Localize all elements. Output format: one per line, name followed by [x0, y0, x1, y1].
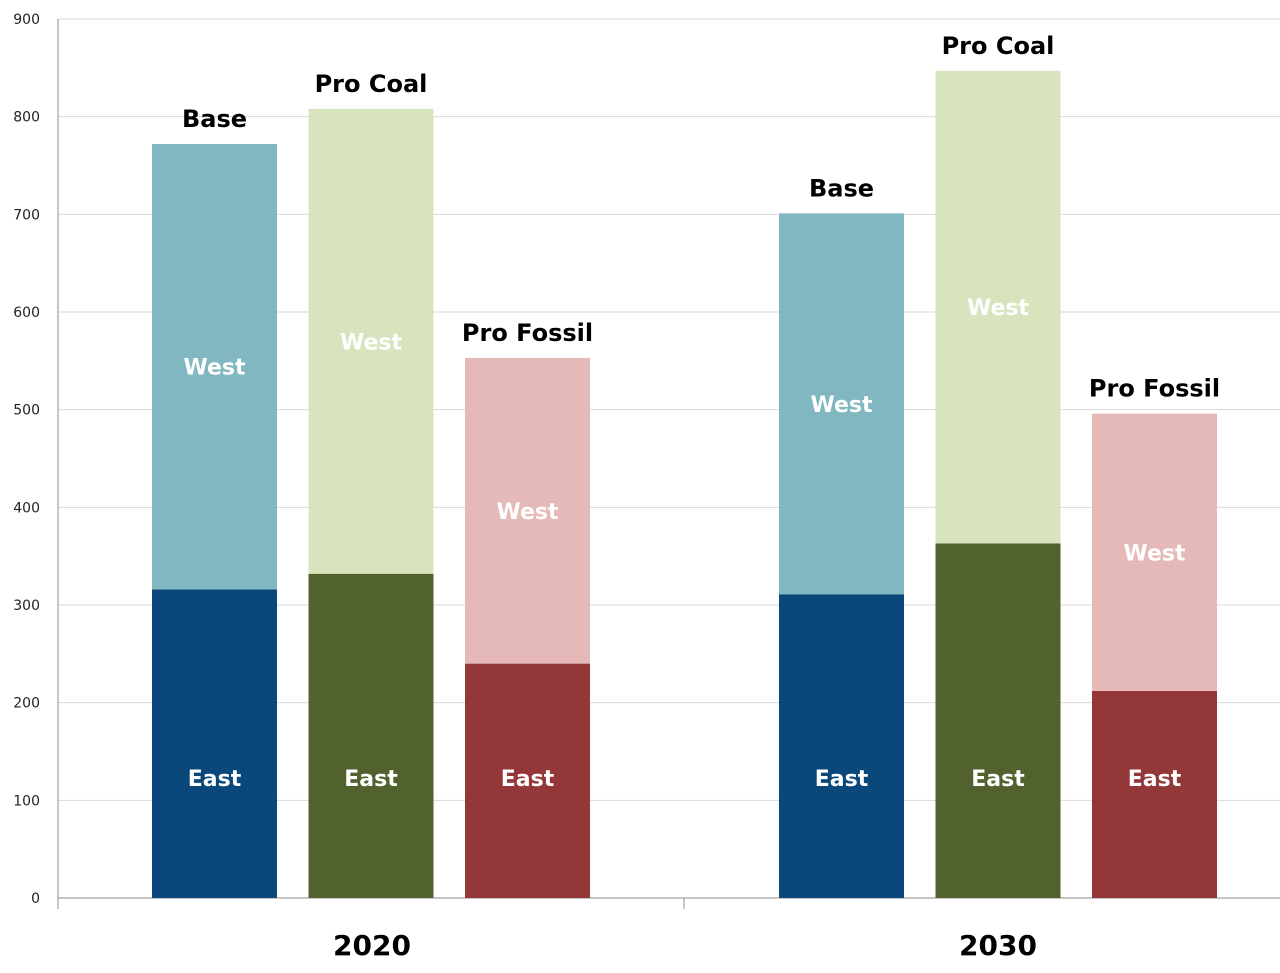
bar-segment-east: [465, 663, 590, 898]
bar-title: Pro Coal: [942, 32, 1055, 60]
y-tick-label: 500: [13, 403, 40, 419]
segment-label: West: [340, 330, 402, 355]
bar-segment-west: [1092, 413, 1217, 691]
bar-segment-east: [308, 573, 434, 898]
bar-segment-west: [152, 144, 277, 590]
segment-label: East: [971, 767, 1025, 792]
bar-title: Pro Coal: [315, 70, 428, 98]
bar-segment-west: [935, 70, 1061, 544]
axes: 0 100 200 300 400 500 600 700 800 900: [13, 12, 1280, 909]
segment-label: East: [1128, 767, 1182, 792]
bar-title: Base: [809, 174, 874, 202]
segment-label: East: [815, 767, 869, 792]
bar-title: Base: [182, 105, 247, 133]
y-tick-label: 200: [13, 696, 40, 712]
y-tick-label: 0: [31, 891, 40, 907]
segment-label: West: [1123, 541, 1185, 566]
segment-label: West: [810, 393, 872, 418]
bar-segment-east: [1092, 690, 1217, 898]
segment-label: East: [501, 767, 555, 792]
y-tick-label: 600: [13, 305, 40, 321]
segment-label: West: [183, 356, 245, 381]
y-tick-label: 900: [13, 12, 40, 28]
y-tick-label: 300: [13, 598, 40, 614]
segment-label: West: [496, 500, 558, 525]
y-tick-label: 400: [13, 500, 40, 516]
x-category-label: 2020: [333, 929, 411, 962]
y-tick-label: 800: [13, 110, 40, 126]
bar-segment-west: [465, 357, 590, 664]
bars: [152, 70, 1217, 898]
bar-title: Pro Fossil: [1089, 375, 1220, 403]
bar-segment-west: [308, 108, 434, 574]
bar-title: Pro Fossil: [462, 319, 593, 347]
bar-segment-east: [152, 589, 277, 898]
x-category-label: 2030: [959, 929, 1037, 962]
bar-segment-west: [779, 213, 904, 595]
segment-label: West: [967, 296, 1029, 321]
segment-label: East: [188, 767, 242, 792]
bar-segment-east: [779, 594, 904, 898]
bar-segment-east: [935, 543, 1061, 898]
labels: East West Base East West Pro Coal East West Pro …: [182, 32, 1220, 962]
y-tick-label: 100: [13, 793, 40, 809]
y-tick-label: 700: [13, 207, 40, 223]
segment-label: East: [344, 767, 398, 792]
